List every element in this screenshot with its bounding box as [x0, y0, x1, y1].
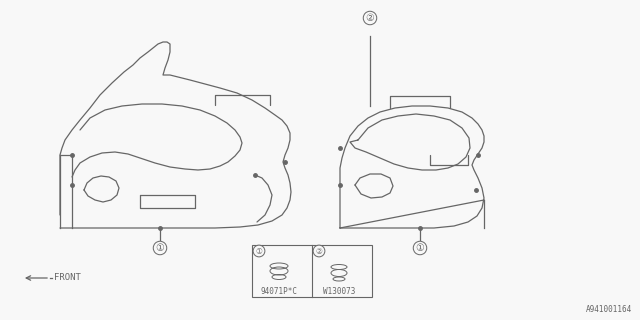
Text: 94071P*C: 94071P*C: [260, 287, 298, 297]
Text: ②: ②: [316, 246, 323, 255]
Text: ①: ①: [255, 246, 262, 255]
Text: ①: ①: [156, 243, 164, 253]
Text: ①: ①: [415, 243, 424, 253]
Text: ②: ②: [365, 13, 374, 23]
Text: FRONT: FRONT: [54, 274, 81, 283]
Text: A941001164: A941001164: [586, 305, 632, 314]
Text: W130073: W130073: [323, 287, 355, 297]
Bar: [252, 245, 372, 297]
